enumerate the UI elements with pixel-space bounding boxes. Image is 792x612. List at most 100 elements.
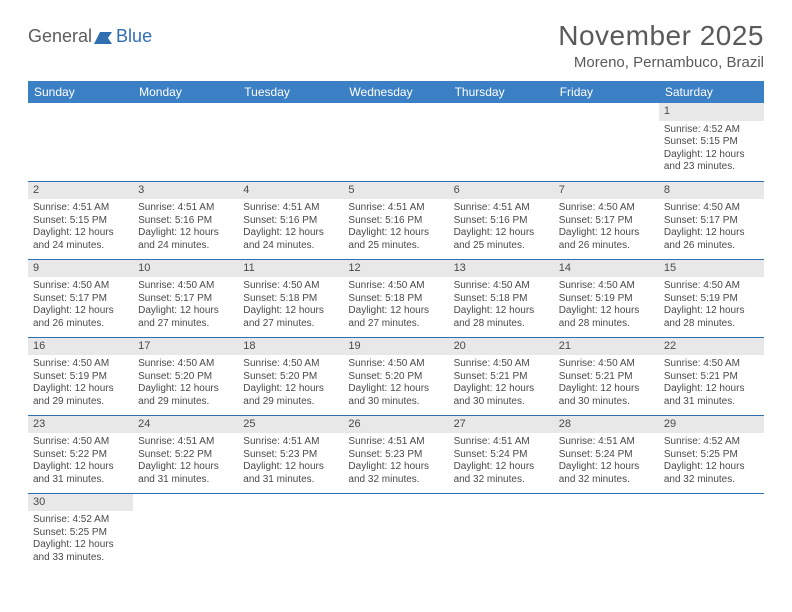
- day-number: 15: [659, 260, 764, 278]
- daylight-line: and 32 minutes.: [664, 474, 759, 487]
- sunset-line: Sunset: 5:15 PM: [664, 136, 759, 149]
- day-details: Sunrise: 4:52 AMSunset: 5:25 PMDaylight:…: [28, 511, 133, 566]
- calendar-empty-cell: [659, 493, 764, 571]
- daylight-line: Daylight: 12 hours: [33, 383, 128, 396]
- calendar-empty-cell: [133, 103, 238, 181]
- day-details: Sunrise: 4:51 AMSunset: 5:23 PMDaylight:…: [343, 433, 448, 488]
- calendar-day-cell: 30Sunrise: 4:52 AMSunset: 5:25 PMDayligh…: [28, 493, 133, 571]
- day-details: Sunrise: 4:50 AMSunset: 5:21 PMDaylight:…: [449, 355, 554, 410]
- sunset-line: Sunset: 5:16 PM: [138, 215, 233, 228]
- day-details: Sunrise: 4:50 AMSunset: 5:18 PMDaylight:…: [449, 277, 554, 332]
- daylight-line: Daylight: 12 hours: [348, 383, 443, 396]
- day-number: 2: [28, 182, 133, 200]
- day-number: 8: [659, 182, 764, 200]
- sunset-line: Sunset: 5:18 PM: [348, 293, 443, 306]
- calendar-day-cell: 19Sunrise: 4:50 AMSunset: 5:20 PMDayligh…: [343, 337, 448, 415]
- daylight-line: and 24 minutes.: [243, 240, 338, 253]
- daylight-line: Daylight: 12 hours: [138, 227, 233, 240]
- sunrise-line: Sunrise: 4:50 AM: [33, 358, 128, 371]
- daylight-line: Daylight: 12 hours: [559, 461, 654, 474]
- day-details: Sunrise: 4:51 AMSunset: 5:24 PMDaylight:…: [449, 433, 554, 488]
- daylight-line: Daylight: 12 hours: [454, 383, 549, 396]
- day-details: Sunrise: 4:51 AMSunset: 5:24 PMDaylight:…: [554, 433, 659, 488]
- day-number: 5: [343, 182, 448, 200]
- daylight-line: and 33 minutes.: [33, 552, 128, 565]
- day-details: Sunrise: 4:51 AMSunset: 5:16 PMDaylight:…: [133, 199, 238, 254]
- sunset-line: Sunset: 5:19 PM: [664, 293, 759, 306]
- daylight-line: and 32 minutes.: [348, 474, 443, 487]
- daylight-line: Daylight: 12 hours: [664, 227, 759, 240]
- daylight-line: Daylight: 12 hours: [243, 461, 338, 474]
- logo-text-blue: Blue: [116, 26, 152, 47]
- calendar-day-cell: 28Sunrise: 4:51 AMSunset: 5:24 PMDayligh…: [554, 415, 659, 493]
- sunset-line: Sunset: 5:17 PM: [33, 293, 128, 306]
- sunset-line: Sunset: 5:21 PM: [664, 371, 759, 384]
- sunset-line: Sunset: 5:15 PM: [33, 215, 128, 228]
- daylight-line: and 32 minutes.: [559, 474, 654, 487]
- day-number: 6: [449, 182, 554, 200]
- calendar-day-cell: 9Sunrise: 4:50 AMSunset: 5:17 PMDaylight…: [28, 259, 133, 337]
- calendar-empty-cell: [343, 103, 448, 181]
- daylight-line: and 30 minutes.: [348, 396, 443, 409]
- sunrise-line: Sunrise: 4:52 AM: [33, 514, 128, 527]
- day-details: Sunrise: 4:50 AMSunset: 5:19 PMDaylight:…: [28, 355, 133, 410]
- daylight-line: and 29 minutes.: [33, 396, 128, 409]
- sunset-line: Sunset: 5:23 PM: [348, 449, 443, 462]
- sunset-line: Sunset: 5:16 PM: [348, 215, 443, 228]
- calendar-empty-cell: [343, 493, 448, 571]
- calendar-day-cell: 5Sunrise: 4:51 AMSunset: 5:16 PMDaylight…: [343, 181, 448, 259]
- daylight-line: and 31 minutes.: [243, 474, 338, 487]
- calendar-day-cell: 3Sunrise: 4:51 AMSunset: 5:16 PMDaylight…: [133, 181, 238, 259]
- weekday-header-row: SundayMondayTuesdayWednesdayThursdayFrid…: [28, 81, 764, 103]
- day-number: 12: [343, 260, 448, 278]
- daylight-line: Daylight: 12 hours: [454, 305, 549, 318]
- calendar-day-cell: 16Sunrise: 4:50 AMSunset: 5:19 PMDayligh…: [28, 337, 133, 415]
- calendar-week-row: 9Sunrise: 4:50 AMSunset: 5:17 PMDaylight…: [28, 259, 764, 337]
- sunset-line: Sunset: 5:20 PM: [243, 371, 338, 384]
- calendar-day-cell: 20Sunrise: 4:50 AMSunset: 5:21 PMDayligh…: [449, 337, 554, 415]
- sunrise-line: Sunrise: 4:50 AM: [664, 202, 759, 215]
- sunset-line: Sunset: 5:20 PM: [348, 371, 443, 384]
- sunset-line: Sunset: 5:19 PM: [33, 371, 128, 384]
- daylight-line: Daylight: 12 hours: [559, 305, 654, 318]
- sunset-line: Sunset: 5:18 PM: [454, 293, 549, 306]
- day-details: Sunrise: 4:50 AMSunset: 5:18 PMDaylight:…: [343, 277, 448, 332]
- daylight-line: and 27 minutes.: [243, 318, 338, 331]
- calendar-day-cell: 29Sunrise: 4:52 AMSunset: 5:25 PMDayligh…: [659, 415, 764, 493]
- daylight-line: Daylight: 12 hours: [559, 383, 654, 396]
- day-number: 28: [554, 416, 659, 434]
- calendar-day-cell: 4Sunrise: 4:51 AMSunset: 5:16 PMDaylight…: [238, 181, 343, 259]
- sunrise-line: Sunrise: 4:51 AM: [348, 202, 443, 215]
- calendar-empty-cell: [238, 103, 343, 181]
- calendar-empty-cell: [449, 103, 554, 181]
- sunset-line: Sunset: 5:16 PM: [243, 215, 338, 228]
- daylight-line: Daylight: 12 hours: [348, 461, 443, 474]
- daylight-line: and 28 minutes.: [454, 318, 549, 331]
- sunrise-line: Sunrise: 4:52 AM: [664, 436, 759, 449]
- sunset-line: Sunset: 5:16 PM: [454, 215, 549, 228]
- daylight-line: and 25 minutes.: [454, 240, 549, 253]
- sunrise-line: Sunrise: 4:50 AM: [348, 358, 443, 371]
- day-number: 17: [133, 338, 238, 356]
- day-number: 1: [659, 103, 764, 121]
- logo: General Blue: [28, 26, 152, 47]
- sunrise-line: Sunrise: 4:50 AM: [559, 202, 654, 215]
- day-number: 21: [554, 338, 659, 356]
- daylight-line: Daylight: 12 hours: [138, 305, 233, 318]
- daylight-line: Daylight: 12 hours: [348, 227, 443, 240]
- sunset-line: Sunset: 5:22 PM: [33, 449, 128, 462]
- day-details: Sunrise: 4:50 AMSunset: 5:19 PMDaylight:…: [659, 277, 764, 332]
- logo-text-general: General: [28, 26, 92, 47]
- sunrise-line: Sunrise: 4:50 AM: [138, 280, 233, 293]
- day-details: Sunrise: 4:51 AMSunset: 5:23 PMDaylight:…: [238, 433, 343, 488]
- day-number: 29: [659, 416, 764, 434]
- title-block: November 2025 Moreno, Pernambuco, Brazil: [558, 20, 764, 71]
- day-details: Sunrise: 4:51 AMSunset: 5:16 PMDaylight:…: [343, 199, 448, 254]
- daylight-line: and 29 minutes.: [138, 396, 233, 409]
- daylight-line: Daylight: 12 hours: [664, 305, 759, 318]
- flag-icon: [94, 30, 114, 44]
- day-number: 16: [28, 338, 133, 356]
- daylight-line: and 23 minutes.: [664, 161, 759, 174]
- calendar-day-cell: 6Sunrise: 4:51 AMSunset: 5:16 PMDaylight…: [449, 181, 554, 259]
- calendar-day-cell: 18Sunrise: 4:50 AMSunset: 5:20 PMDayligh…: [238, 337, 343, 415]
